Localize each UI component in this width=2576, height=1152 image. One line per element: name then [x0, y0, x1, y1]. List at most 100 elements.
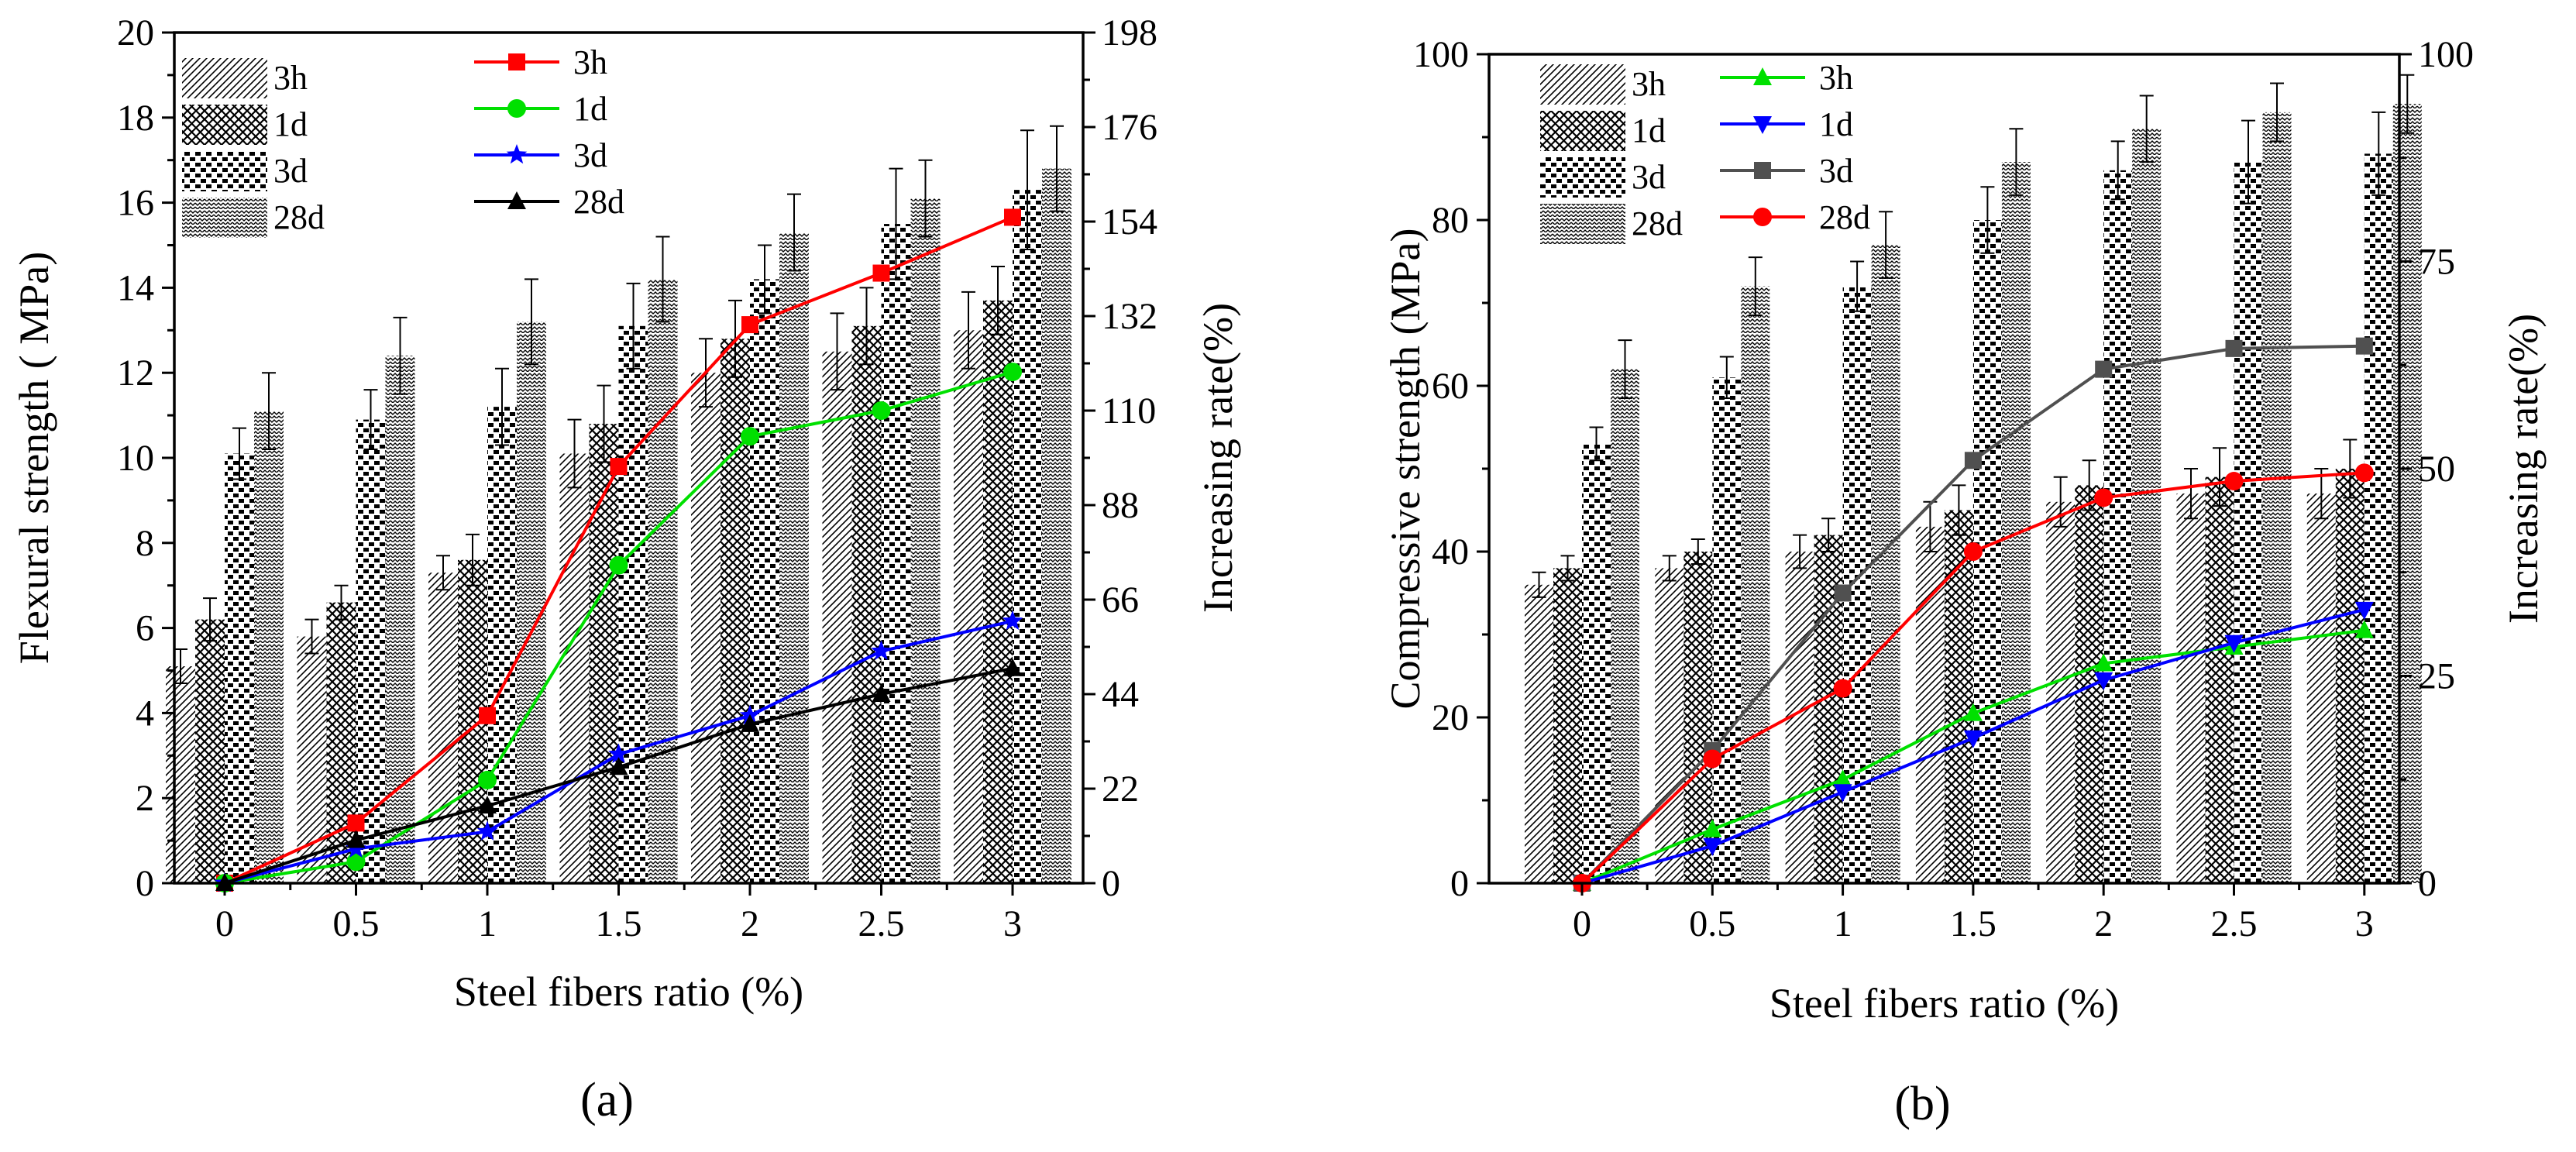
point-1d-2.5: [2224, 634, 2244, 653]
bar-3h-1.5: [1915, 526, 1945, 883]
bar-1d-0.5: [326, 602, 356, 883]
bar-1d-2: [721, 339, 750, 883]
legend-swatch-3d: [1540, 157, 1625, 198]
bar-3d-3: [2364, 153, 2393, 883]
bar-28d-2.5: [910, 198, 941, 883]
y2-tick-label: 50: [2418, 449, 2455, 490]
point-3h-2: [2094, 653, 2113, 672]
x-tick-label: 0: [215, 903, 234, 944]
y-tick-label: 18: [117, 98, 154, 139]
bar-28d-1: [1871, 245, 1900, 884]
bar-3h-0: [1525, 584, 1553, 883]
point-28d-1: [478, 796, 497, 814]
point-28d-3: [1003, 658, 1022, 676]
bar-1d-0: [1553, 568, 1582, 883]
x-tick-label: 0.5: [1689, 903, 1735, 944]
point-28d-3: [2354, 463, 2374, 483]
y-tick-label: 20: [117, 12, 154, 53]
point-1d-2: [2094, 672, 2113, 690]
legend-swatch-28d: [1540, 204, 1625, 244]
y2-tick-label: 75: [2418, 242, 2455, 283]
y-tick-label: 10: [117, 438, 154, 479]
y-axis-label: Compressive strength (MPa): [1382, 229, 1429, 710]
legend-swatch-3h: [1540, 64, 1625, 105]
point-1d-1.5: [1963, 730, 1983, 748]
point-1d-2: [741, 427, 759, 446]
bar-3h-0: [166, 666, 195, 883]
point-3h-3: [2354, 620, 2374, 638]
y-axis-label: Flexural strength ( MPa): [11, 252, 57, 664]
x-tick-label: 1.5: [1950, 903, 1996, 944]
point-28d-0.5: [346, 830, 366, 848]
point-1d-1.5: [609, 555, 628, 575]
y2-tick-label: 22: [1102, 769, 1139, 810]
legend-label-3d: 3d: [573, 136, 607, 174]
x-tick-label: 1: [1834, 903, 1852, 944]
y-tick-label: 40: [1432, 531, 1469, 573]
bar-3d-2: [750, 279, 779, 883]
panel-label: (a): [580, 1074, 634, 1126]
bar-28d-2: [779, 232, 809, 883]
x-tick-label: 1.5: [596, 903, 642, 944]
point-28d-2: [741, 714, 759, 732]
y2-tick-label: 44: [1102, 674, 1139, 715]
y-tick-label: 100: [1413, 34, 1469, 75]
bar-28d-0.5: [385, 356, 415, 883]
bar-3h-3: [954, 330, 983, 883]
y-tick-label: 0: [136, 863, 154, 904]
x-axis-label: Steel fibers ratio (%): [1769, 980, 2119, 1026]
point-28d-1: [1833, 679, 1852, 698]
y-tick-label: 60: [1432, 366, 1469, 407]
y2-tick-label: 176: [1102, 107, 1157, 148]
point-1d-1: [478, 770, 497, 789]
bar-3d-2: [2103, 170, 2133, 884]
point-3h-2: [741, 316, 758, 334]
x-tick-label: 2.5: [2211, 903, 2258, 944]
legend-marker-3h: [508, 53, 525, 70]
bar-1d-2.5: [851, 325, 882, 883]
point-28d-2.5: [872, 684, 891, 702]
y2-tick-label: 0: [1102, 863, 1120, 904]
y2-tick-label: 66: [1102, 579, 1139, 621]
y2-tick-label: 100: [2418, 34, 2474, 75]
bar-28d-0: [254, 411, 284, 883]
point-3h-3: [1004, 208, 1021, 226]
y-tick-label: 8: [136, 523, 154, 564]
y2-tick-label: 110: [1102, 390, 1156, 432]
bar-3h-2: [2046, 501, 2076, 883]
bar-28d-3: [2392, 104, 2422, 883]
bar-3h-2: [691, 373, 721, 883]
x-tick-label: 2.5: [858, 903, 905, 944]
panel-label: (b): [1894, 1078, 1950, 1130]
bar-3d-3: [1013, 190, 1042, 883]
compressive-strength-chart: 0 20 40 60 80 100 0 25 50 75 100 0 0.5 1 1.5 2 2.5 3 Steel…: [1382, 34, 2547, 1130]
bar-3h-2.5: [822, 351, 852, 883]
point-3d-2.5: [871, 640, 892, 660]
bar-28d-1.5: [648, 279, 678, 883]
y2-tick-label: 132: [1102, 296, 1157, 337]
point-3d-2: [2095, 360, 2113, 378]
point-3h-1.5: [1963, 703, 1983, 721]
bar-3d-0.5: [1712, 377, 1742, 883]
y-tick-label: 14: [117, 267, 154, 308]
point-28d-1.5: [1963, 542, 1983, 561]
x-tick-label: 1: [478, 903, 497, 944]
x-tick-label: 0: [1573, 903, 1591, 944]
bar-28d-2: [2132, 129, 2162, 884]
point-1d-3: [1003, 363, 1022, 382]
legend-label-1d: 1d: [1632, 112, 1666, 150]
x-tick-label: 0.5: [333, 903, 380, 944]
bar-legend: 3h 1d 3d 28d: [1540, 64, 1683, 244]
bar-legend: 3h 1d 3d 28d: [182, 58, 325, 238]
point-28d-1.5: [609, 757, 628, 775]
bar-3d-2.5: [2234, 162, 2263, 884]
point-3h-1: [479, 707, 496, 724]
legend-label-1d: 1d: [573, 90, 607, 128]
legend-marker-28d: [1753, 208, 1772, 226]
legend-label-1d: 1d: [273, 105, 308, 143]
point-3d-3: [2355, 337, 2373, 355]
point-1d-0.5: [346, 852, 366, 872]
point-3h-0.5: [1703, 819, 1722, 837]
legend-swatch-28d: [182, 198, 267, 238]
bar-3d-0.5: [356, 419, 386, 883]
